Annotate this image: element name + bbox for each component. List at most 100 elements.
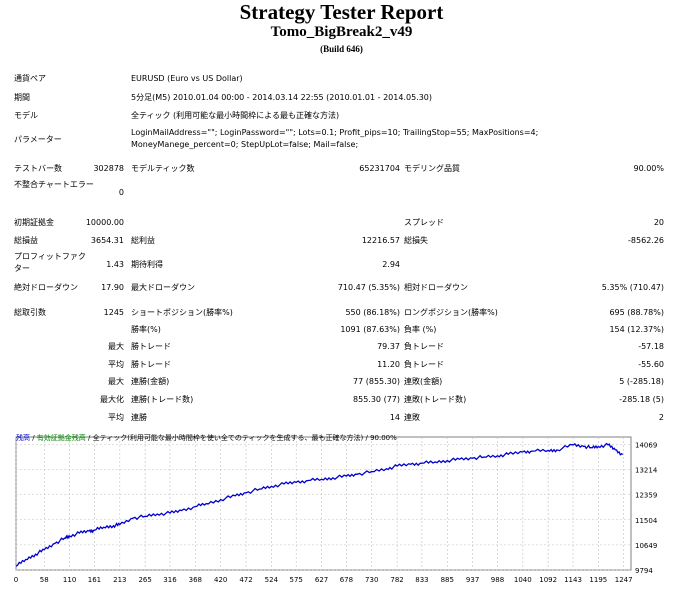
deposit-value: 10000.00	[85, 218, 124, 227]
x-tick-label: 110	[63, 576, 76, 584]
net-profit-label: 総損益	[14, 236, 38, 245]
deposit-label: 初期証拠金	[14, 218, 54, 227]
x-tick-label: 627	[315, 576, 328, 584]
bars-label: テストバー数	[14, 164, 62, 173]
bars-row: テストバー数 302878 モデルティック数 65231704 モデリング品質 …	[0, 161, 683, 177]
max-consecutive-row: 最大 連勝(金額) 77 (855.30) 連敗(金額) 5 (-285.18)	[0, 374, 683, 390]
x-tick-label: 1195	[589, 576, 607, 584]
largest-loss-label: 負トレード	[404, 342, 444, 351]
x-tick-label: 730	[365, 576, 378, 584]
legend-quality: 90.00%	[370, 434, 397, 442]
quality-value: 90.00%	[633, 164, 664, 173]
profit-factor-label: プロフィットファクター	[14, 252, 86, 273]
average-win-value: 11.20	[377, 360, 400, 369]
net-profit-value: 3654.31	[90, 236, 124, 245]
symbol-row: 通貨ペア EURUSD (Euro vs US Dollar)	[0, 71, 683, 87]
avg-consec-losses-value: 2	[658, 413, 664, 422]
largest-win-value: 79.37	[377, 342, 400, 351]
win-rate-value: 1091 (87.63%)	[340, 325, 400, 334]
y-tick-label: 14069	[635, 441, 657, 449]
x-tick-label: 988	[491, 576, 504, 584]
series-line-balance	[15, 442, 624, 567]
avg-consec-label: 平均	[108, 413, 124, 422]
x-tick-label: 782	[390, 576, 403, 584]
legend-separator: /	[363, 434, 371, 442]
x-tick-label: 1143	[564, 576, 582, 584]
avg-consec-losses-label: 連敗	[404, 413, 420, 422]
deposit-row: 初期証拠金 10000.00 スプレッド 20	[0, 215, 683, 231]
trades-row: 総取引数 1245 ショートポジション(勝率%) 550 (86.18%) ロン…	[0, 305, 683, 321]
gross-profit-label: 総利益	[131, 236, 155, 245]
parameters-row: パラメーター	[0, 132, 683, 148]
chart-legend: 残高 / 有効証拠金残高 / 全ティック(利用可能な最小時間枠を使い全てのティッ…	[16, 433, 397, 443]
spread-value: 20	[653, 218, 664, 227]
gross-loss-value: -8562.26	[628, 236, 664, 245]
maximal-wins-value: 855.30 (77)	[353, 395, 400, 404]
build-number: (Build 646)	[320, 44, 363, 54]
parameters-value: LoginMailAddress=""; LoginPassword=""; L…	[131, 128, 539, 149]
long-positions-label: ロングポジション(勝率%)	[404, 308, 498, 317]
parameters-label: パラメーター	[14, 135, 62, 144]
y-tick-label: 13214	[635, 467, 658, 475]
maximal-losses-value: -285.18 (5)	[619, 395, 664, 404]
bars-value: 302878	[93, 164, 124, 173]
period-row: 期間 5分足(M5) 2010.01.04 00:00 - 2014.03.14…	[0, 90, 683, 106]
x-tick-label: 368	[189, 576, 202, 584]
x-tick-label: 885	[441, 576, 454, 584]
average-trade-row: 平均 勝トレード 11.20 負トレード -55.60	[0, 357, 683, 373]
legend-equity: 有効証拠金残高	[36, 434, 86, 442]
max-consec-losses-value: 5 (-285.18)	[619, 377, 664, 386]
y-tick-label: 12359	[635, 492, 657, 500]
spread-label: スプレッド	[404, 218, 444, 227]
x-tick-label: 420	[214, 576, 227, 584]
profit-factor-row: プロフィットファクター 1.43 期待利得 2.94	[0, 251, 683, 279]
short-positions-value: 550 (86.18%)	[345, 308, 400, 317]
average-loss-label: 負トレード	[404, 360, 444, 369]
mismatch-value: 0	[118, 188, 124, 197]
balance-chart: 9794 10649 11504 12359 13214 14069 0 58 110 161 21…	[14, 433, 683, 589]
avg-consec-wins-label: 連勝	[131, 413, 147, 422]
x-tick-label: 524	[265, 576, 279, 584]
loss-rate-value: 154 (12.37%)	[609, 325, 664, 334]
maximal-wins-label: 連勝(トレード数)	[131, 395, 194, 404]
mismatch-label: 不整合チャートエラー	[14, 180, 94, 189]
balance-chart-svg: 9794 10649 11504 12359 13214 14069 0 58 110 161 21…	[14, 436, 658, 584]
trades-value: 1245	[103, 308, 124, 317]
legend-model: 全ティック(利用可能な最小時間枠を使い全てのティックを生成する、最も正確な方法)	[92, 434, 364, 442]
y-tick-label: 11504	[635, 517, 658, 525]
average-loss-value: -55.60	[638, 360, 664, 369]
rel-drawdown-value: 5.35% (710.47)	[601, 283, 664, 292]
expected-payoff-label: 期待利得	[131, 260, 163, 269]
mismatch-row: 不整合チャートエラー 0	[0, 179, 683, 207]
x-tick-label: 937	[466, 576, 479, 584]
model-label: モデル	[14, 111, 38, 120]
avg-consec-wins-value: 14	[389, 413, 400, 422]
average-consecutive-row: 平均 連勝 14 連敗 2	[0, 410, 683, 426]
net-profit-row: 総損益 3654.31 総利益 12216.57 総損失 -8562.26	[0, 233, 683, 249]
gross-profit-value: 12216.57	[361, 236, 400, 245]
expert-advisor-name: Tomo_BigBreak2_v49	[270, 24, 413, 40]
legend-separator: /	[85, 434, 93, 442]
profit-factor-value: 1.43	[106, 260, 124, 269]
largest-label: 最大	[108, 342, 124, 351]
maximal-losses-label: 連敗(トレード数)	[404, 395, 467, 404]
ticks-value: 65231704	[359, 164, 400, 173]
loss-rate-label: 負率 (%)	[404, 325, 437, 334]
legend-balance: 残高	[16, 434, 30, 442]
x-tick-label: 265	[138, 576, 151, 584]
x-tick-label: 213	[113, 576, 126, 584]
max-consec-wins-label: 連勝(金額)	[131, 377, 170, 386]
ticks-label: モデルティック数	[131, 164, 195, 173]
trades-label: 総取引数	[14, 308, 46, 317]
max-consec-losses-label: 連敗(金額)	[404, 377, 443, 386]
symbol-value: EURUSD (Euro vs US Dollar)	[131, 74, 243, 83]
x-tick-label: 0	[14, 576, 18, 584]
x-tick-label: 575	[290, 576, 303, 584]
win-rate-label: 勝率(%)	[131, 325, 161, 334]
max-consec-wins-value: 77 (855.30)	[353, 377, 400, 386]
legend-separator: /	[30, 434, 37, 442]
largest-loss-value: -57.18	[638, 342, 664, 351]
period-value: 5分足(M5) 2010.01.04 00:00 - 2014.03.14 22…	[131, 93, 433, 102]
period-label: 期間	[14, 93, 30, 102]
rel-drawdown-label: 相対ドローダウン	[404, 283, 468, 292]
